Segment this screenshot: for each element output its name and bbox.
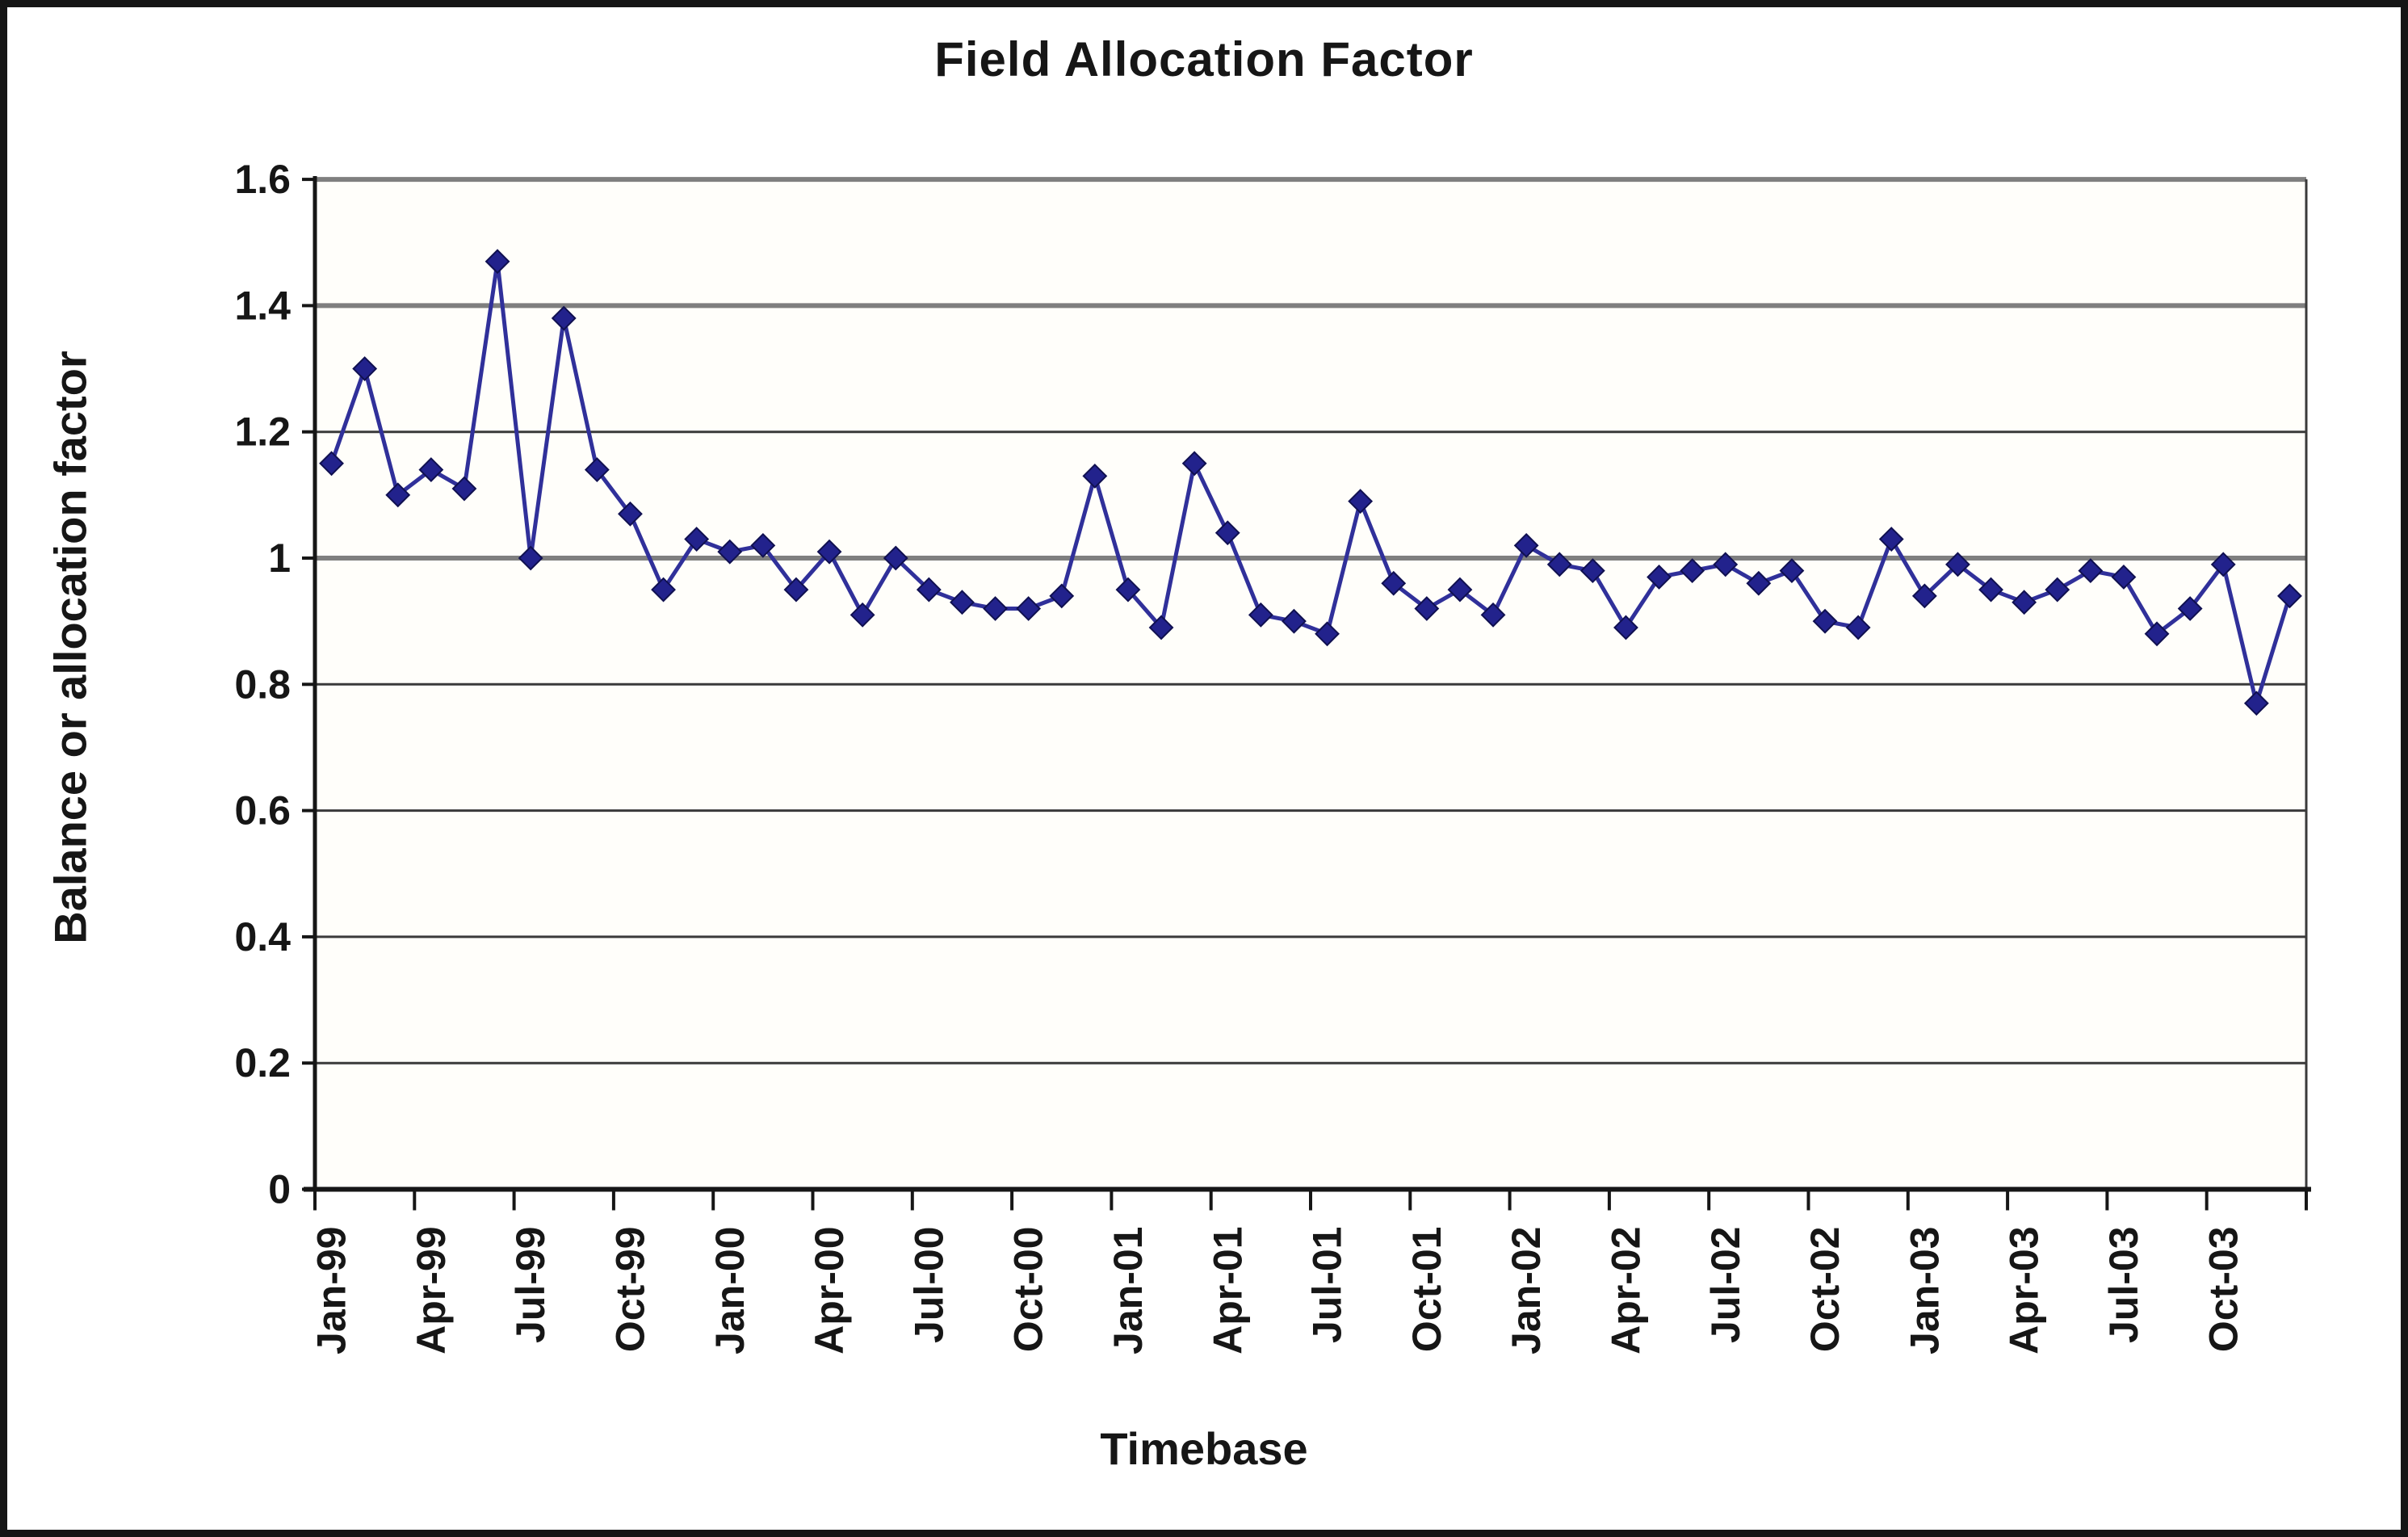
data-point-marker <box>717 539 743 565</box>
data-point-marker <box>451 476 477 502</box>
data-point-marker <box>1049 583 1075 609</box>
data-point-marker <box>551 305 577 331</box>
y-tick-label: 1.4 <box>234 283 291 328</box>
y-tick-label: 0 <box>268 1167 291 1212</box>
data-point-marker <box>418 457 444 483</box>
data-point-marker <box>950 590 975 615</box>
data-point-marker <box>1878 527 1904 552</box>
data-point-marker <box>1945 552 1970 577</box>
y-tick-label: 1 <box>268 535 291 581</box>
data-point-marker <box>1381 570 1407 596</box>
x-tick-label: Jul-01 <box>1305 1227 1350 1344</box>
data-point-marker <box>1978 577 2003 603</box>
x-tick-label: Jul-02 <box>1703 1227 1748 1344</box>
data-point-marker <box>584 457 610 483</box>
x-tick-label: Oct-01 <box>1404 1227 1449 1353</box>
data-point-marker <box>1746 570 1772 596</box>
data-point-marker <box>1480 602 1506 628</box>
chart-title: Field Allocation Factor <box>934 32 1474 86</box>
data-point-marker <box>518 545 543 571</box>
data-point-marker <box>2243 691 2269 716</box>
data-point-marker <box>816 539 842 565</box>
data-point-marker <box>1348 489 1374 514</box>
x-tick-label: Apr-01 <box>1205 1227 1250 1354</box>
data-point-marker <box>651 577 676 603</box>
x-tick-label: Jul-03 <box>2101 1227 2146 1344</box>
x-tick-label: Jul-99 <box>508 1227 553 1344</box>
data-point-marker <box>1680 558 1705 584</box>
y-tick-label: 0.4 <box>234 914 291 960</box>
data-point-marker <box>2144 621 2170 647</box>
data-point-marker <box>319 451 344 477</box>
y-tick-label: 0.2 <box>234 1040 291 1086</box>
data-point-marker <box>1016 596 1042 621</box>
x-tick-label: Jan-02 <box>1504 1227 1549 1354</box>
data-point-marker <box>618 501 643 527</box>
data-point-marker <box>1911 583 1937 609</box>
x-tick-label: Jan-00 <box>707 1227 753 1354</box>
data-point-marker <box>1779 558 1805 584</box>
data-point-marker <box>1115 577 1141 603</box>
x-tick-label: Jan-99 <box>309 1227 354 1354</box>
x-tick-label: Oct-00 <box>1006 1227 1051 1353</box>
data-point-marker <box>1579 558 1605 584</box>
data-point-marker <box>1082 463 1108 489</box>
x-tick-label: Apr-03 <box>2002 1227 2047 1354</box>
x-tick-label: Apr-00 <box>807 1227 852 1354</box>
y-tick-label: 1.2 <box>234 409 291 455</box>
y-tick-label: 0.6 <box>234 788 291 834</box>
x-tick-label: Apr-02 <box>1603 1227 1648 1354</box>
data-point-marker <box>1613 615 1638 640</box>
data-point-marker <box>1148 615 1174 640</box>
y-tick-label: 1.6 <box>234 157 291 202</box>
line-chart: 0 0.2 0.4 0.6 0.8 1 1.2 1.4 1.6 Jan-99 Apr-99 Jul-9… <box>234 157 2311 1354</box>
x-tick-label: Oct-02 <box>1802 1227 1848 1353</box>
x-tick-label: Apr-99 <box>409 1227 454 1354</box>
x-tick-label: Oct-03 <box>2200 1227 2246 1353</box>
data-point-marker <box>1845 615 1871 640</box>
data-point-marker <box>684 527 710 552</box>
x-tick-label: Jan-01 <box>1105 1227 1151 1354</box>
x-axis-title: Timebase <box>1100 1423 1308 1474</box>
x-tick-label: Jul-00 <box>906 1227 951 1344</box>
data-point-marker <box>1513 532 1539 558</box>
data-point-marker <box>2078 558 2104 584</box>
data-point-marker <box>2210 552 2236 577</box>
data-point-marker <box>916 577 942 603</box>
x-tick-label: Oct-99 <box>607 1227 652 1353</box>
data-point-marker <box>1713 552 1739 577</box>
data-point-marker <box>750 532 776 558</box>
data-point-marker <box>1546 552 1572 577</box>
data-point-marker <box>2045 577 2070 603</box>
data-point-marker <box>883 545 908 571</box>
data-point-marker <box>1248 602 1273 628</box>
data-point-marker <box>1812 608 1838 634</box>
data-point-marker <box>1447 577 1473 603</box>
data-point-marker <box>385 482 411 508</box>
data-point-marker <box>1315 621 1340 647</box>
data-point-marker <box>352 356 378 381</box>
data-point-marker <box>2111 565 2137 590</box>
data-point-marker <box>783 577 809 603</box>
data-point-marker <box>2012 590 2037 615</box>
data-point-marker <box>1647 565 1672 590</box>
data-point-marker <box>2277 583 2302 609</box>
data-point-marker <box>1282 608 1307 634</box>
data-point-marker <box>1214 520 1240 546</box>
data-point-marker <box>2177 596 2203 621</box>
data-point-marker <box>983 596 1008 621</box>
data-point-marker <box>1414 596 1440 621</box>
data-point-marker <box>1181 451 1207 477</box>
x-tick-label: Jan-03 <box>1902 1227 1947 1354</box>
data-point-marker <box>850 602 875 628</box>
y-tick-label: 0.8 <box>234 661 291 707</box>
data-point-marker <box>485 249 510 275</box>
